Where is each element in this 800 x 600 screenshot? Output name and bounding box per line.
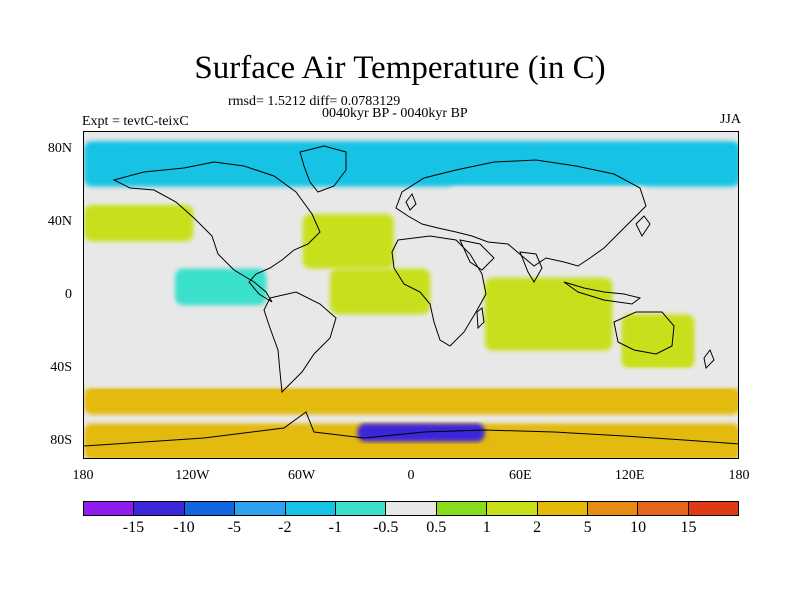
- colorbar-label: -2: [278, 519, 292, 536]
- coastline-india: [519, 251, 543, 283]
- field-region: [175, 268, 267, 306]
- field-region: [84, 387, 738, 415]
- lon-tick-label: 60W: [288, 468, 316, 483]
- field-region: [621, 314, 695, 369]
- colorbar-label: -15: [122, 519, 145, 536]
- colorbar-label: -5: [227, 519, 242, 536]
- colorbar-swatch: [84, 502, 135, 515]
- lat-tick-label: 40S: [50, 359, 72, 375]
- colorbar-label: -1: [328, 519, 342, 536]
- period-label: 0040kyr BP - 0040kyr BP: [322, 106, 468, 121]
- coastline-new-zealand: [703, 348, 715, 370]
- colorbar-swatch: [285, 502, 336, 515]
- coastline-greenland: [299, 145, 347, 193]
- lat-tick-label: 40N: [47, 214, 72, 230]
- field-region: [84, 141, 738, 187]
- colorbar-swatch: [134, 502, 185, 515]
- colorbar-swatch: [184, 502, 236, 515]
- colorbar-swatch: [386, 502, 437, 515]
- coastline-north-america: [112, 161, 321, 303]
- coastline-antarctica: [84, 411, 738, 447]
- stats-label: rmsd= 1.5212 diff= 0.0783129: [228, 94, 401, 109]
- field-region: [84, 368, 738, 388]
- colorbar-label: 1: [482, 519, 491, 536]
- coastline-arabia: [459, 239, 495, 271]
- colorbar-label: 10: [630, 519, 647, 536]
- lon-tick-label: 60E: [509, 468, 532, 483]
- colorbar-swatch: [537, 502, 588, 515]
- lat-tick-label: 80N: [47, 141, 72, 157]
- coastline-britain: [405, 192, 417, 211]
- coastline-madagascar: [476, 307, 485, 330]
- colorbar-swatch: [487, 502, 538, 515]
- colorbar: [83, 501, 739, 516]
- lon-tick-label: 120W: [175, 468, 210, 483]
- colorbar-swatch: [587, 502, 639, 515]
- map-canvas: [84, 141, 738, 458]
- colorbar-swatch: [235, 502, 286, 515]
- chart-title: Surface Air Temperature (in C): [194, 50, 606, 86]
- field-region: [484, 277, 613, 351]
- temperature-field: [84, 141, 738, 458]
- colorbar-swatch: [638, 502, 689, 515]
- season-label: JJA: [719, 112, 741, 127]
- lat-tick-label: 0: [65, 287, 72, 302]
- colorbar-label: -0.5: [373, 519, 399, 536]
- lon-tick-label: 180: [728, 468, 750, 483]
- colorbar-swatch: [436, 502, 488, 515]
- colorbar-swatch: [688, 502, 739, 515]
- colorbar-label: 15: [680, 519, 697, 536]
- coastline-africa: [391, 235, 487, 347]
- colorbar-swatch: [335, 502, 387, 515]
- experiment-label: Expt = tevtC-teixC: [82, 114, 189, 129]
- coastline-eurasia: [395, 159, 647, 267]
- colorbar-label: -10: [173, 519, 195, 536]
- map-panel: [83, 131, 739, 459]
- field-region: [302, 214, 394, 269]
- field-region: [84, 204, 194, 242]
- lon-tick-label: 0: [407, 468, 415, 483]
- colorbar-label: 2: [533, 519, 542, 536]
- colorbar-label: 0.5: [426, 519, 447, 536]
- coastline-indonesia: [563, 281, 642, 305]
- lon-tick-label: 120E: [614, 468, 645, 483]
- coastline-japan: [635, 215, 651, 237]
- field-region: [448, 186, 649, 242]
- coastlines: [84, 145, 738, 447]
- coastline-south-america: [263, 291, 337, 394]
- field-region: [330, 268, 431, 315]
- coastline-australia: [613, 311, 675, 355]
- colorbar-label: 5: [583, 519, 592, 536]
- lon-tick-label: 180: [72, 468, 94, 483]
- lat-tick-label: 80S: [50, 432, 72, 448]
